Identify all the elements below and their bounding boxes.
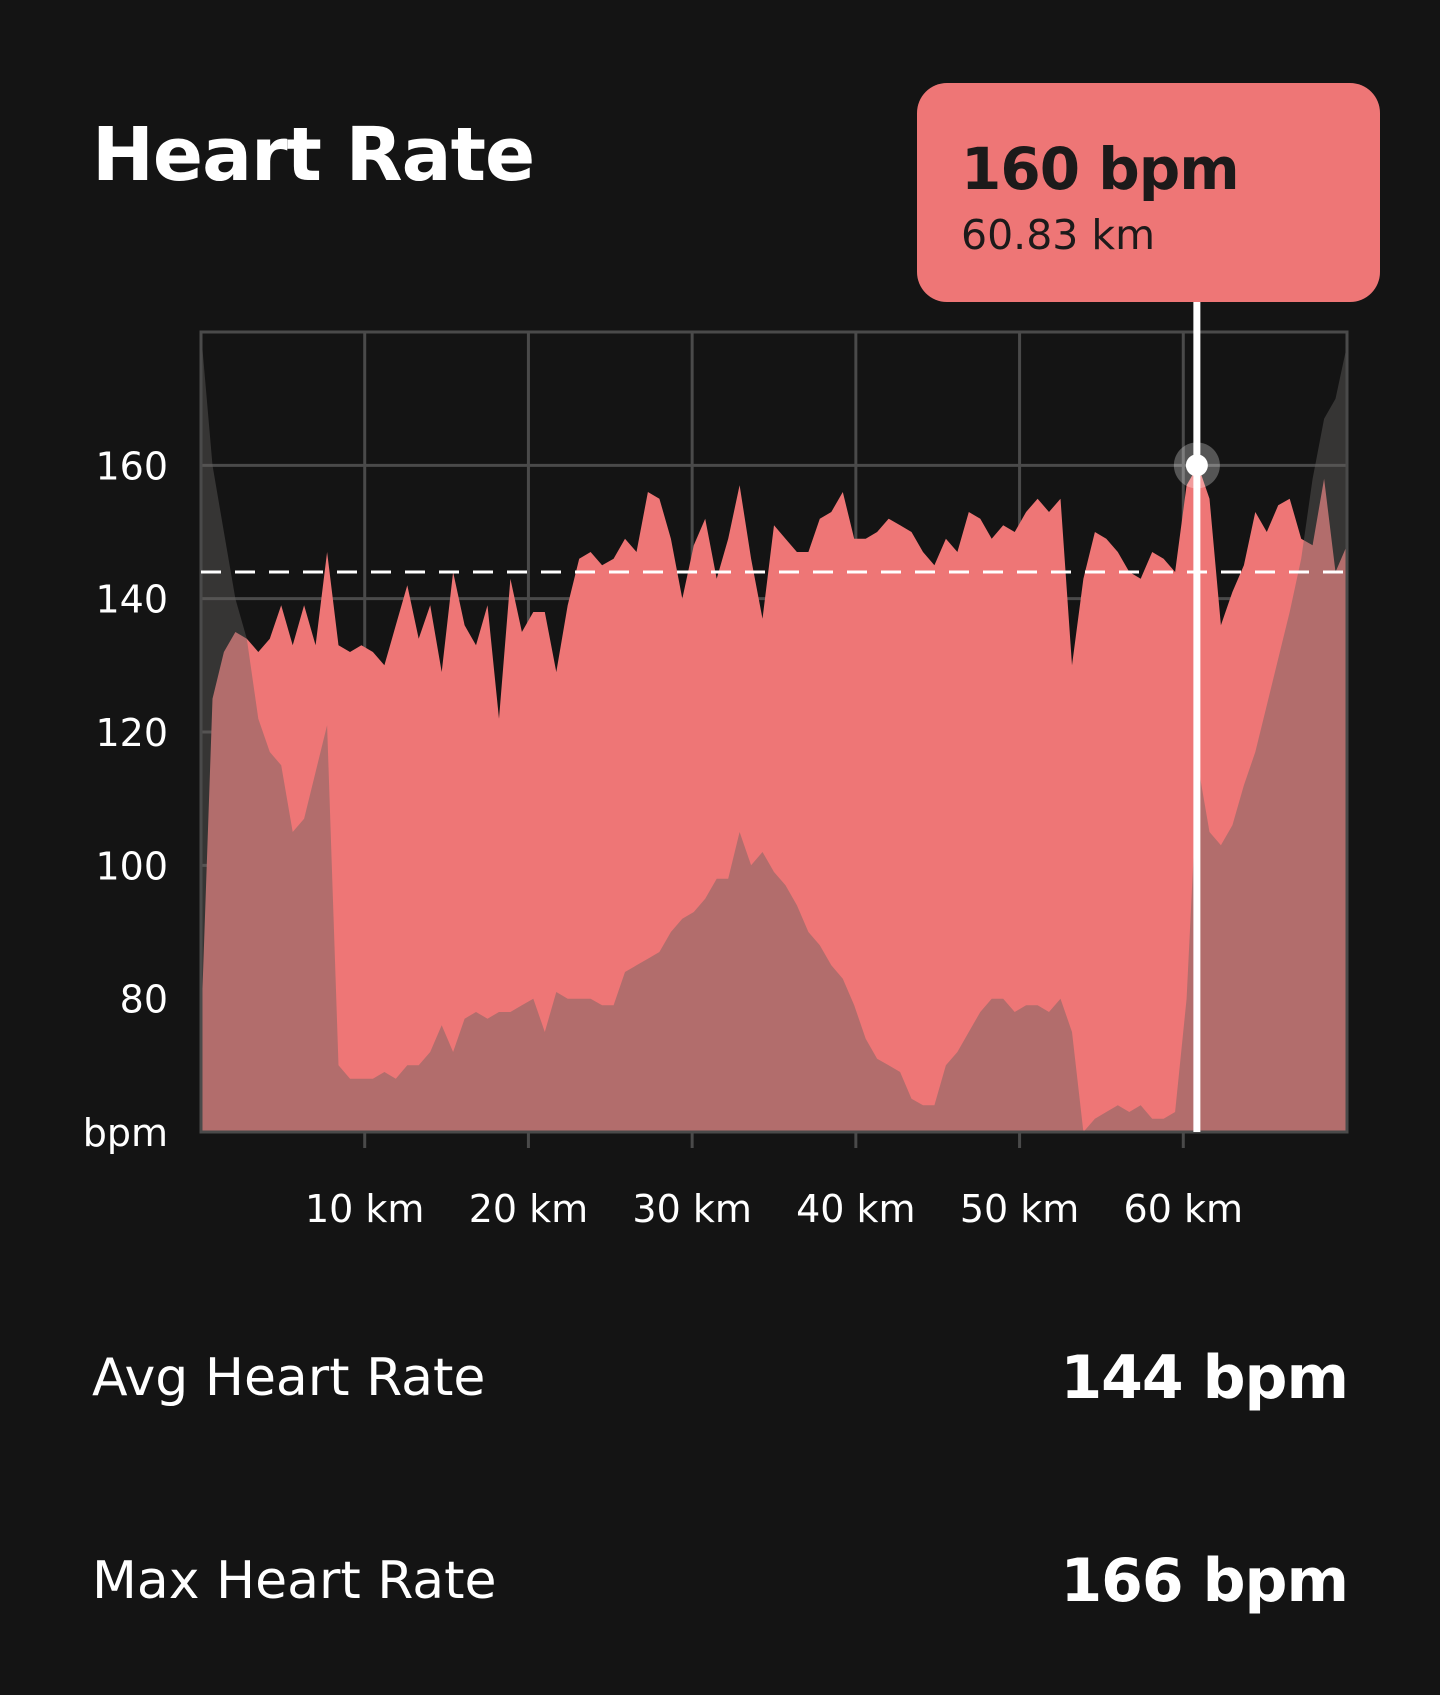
elevation-profile-area: [201, 332, 1347, 1132]
y-tick-label: 160: [95, 444, 168, 488]
cursor-point[interactable]: [1185, 454, 1208, 477]
plot-border: [199, 330, 1349, 1134]
chart-overlay: [199, 300, 1349, 1134]
y-unit-label: bpm: [83, 1111, 168, 1155]
x-tick-label: 60 km: [1124, 1187, 1243, 1231]
max-heart-rate-label: Max Heart Rate: [92, 1551, 497, 1611]
avg-heart-rate-label: Avg Heart Rate: [92, 1348, 486, 1408]
heart-rate-area: [201, 465, 1347, 1132]
y-axis-labels: 80 100 120 140 160 bpm: [83, 444, 168, 1155]
x-tick-label: 10 km: [305, 1187, 424, 1231]
x-tick-label: 20 km: [469, 1187, 588, 1231]
x-tick-label: 30 km: [632, 1187, 751, 1231]
y-tick-label: 80: [120, 978, 168, 1022]
hover-tooltip: 160 bpm 60.83 km: [917, 83, 1380, 302]
tooltip-heart-rate: 160 bpm: [961, 135, 1240, 203]
tooltip-distance: 60.83 km: [961, 211, 1156, 259]
x-axis-labels: 10 km 20 km 30 km 40 km 50 km 60 km: [305, 1187, 1243, 1231]
avg-heart-rate-value: 144 bpm: [1060, 1343, 1349, 1413]
chart-areas: [201, 332, 1347, 1132]
y-tick-label: 140: [95, 578, 168, 622]
x-tick-label: 40 km: [796, 1187, 915, 1231]
page-title: Heart Rate: [92, 112, 535, 198]
y-tick-label: 120: [95, 711, 168, 755]
heart-rate-chart[interactable]: 80 100 120 140 160 bpm 10 km 20 km 30 km 40 km 50…: [0, 0, 1440, 1280]
y-tick-label: 100: [95, 844, 168, 888]
x-tick-label: 50 km: [960, 1187, 1079, 1231]
max-heart-rate-value: 166 bpm: [1060, 1546, 1349, 1616]
